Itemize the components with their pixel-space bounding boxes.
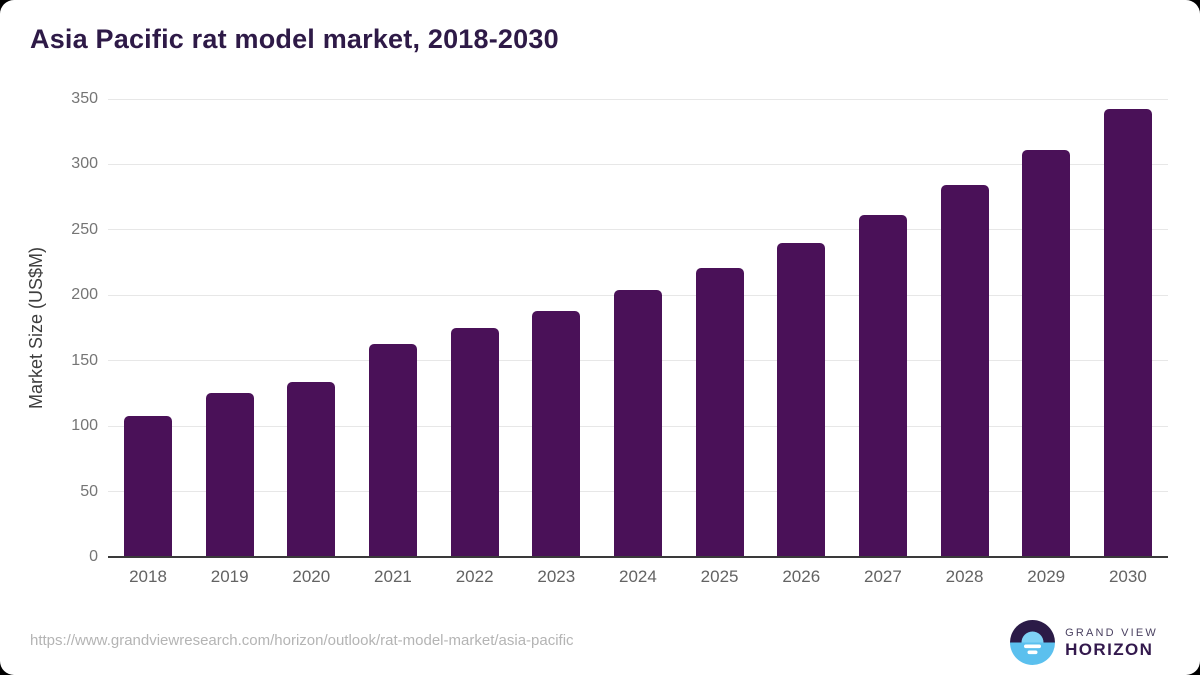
y-tick-label-300: 300	[71, 155, 98, 173]
bar-2028	[940, 185, 989, 557]
bar-2026	[777, 242, 826, 557]
x-tick-label-2023: 2023	[537, 567, 576, 586]
y-tick-label-0: 0	[89, 548, 98, 565]
logo-text: GRAND VIEW HORIZON	[1065, 626, 1158, 659]
y-tick-label-350: 350	[71, 90, 98, 107]
chart-title: Asia Pacific rat model market, 2018-2030	[30, 24, 559, 54]
y-axis-tick-labels: 0 50 100 150 200 250 300 350	[0, 90, 98, 565]
bar-2023	[532, 311, 581, 557]
grand-view-horizon-logo: GRAND VIEW HORIZON	[1010, 620, 1158, 665]
bar-2027	[858, 215, 907, 557]
x-tick-label-2024: 2024	[619, 567, 657, 586]
gridline-250	[108, 229, 1168, 231]
x-tick-label-2027: 2027	[863, 567, 902, 586]
bar-2018	[124, 415, 172, 557]
bar-2021	[368, 343, 417, 557]
bar-2025	[695, 267, 744, 557]
x-tick-label-2030: 2030	[1108, 567, 1147, 586]
bar-2019	[205, 393, 254, 557]
y-tick-label-100: 100	[71, 417, 98, 435]
y-tick-label-200: 200	[71, 286, 98, 304]
y-tick-label-150: 150	[71, 351, 98, 369]
x-axis-tick-labels: 2018 2019 2020 2021 2022 2023 2024 2025 2026 2027…	[108, 567, 1168, 587]
bar-2030	[1103, 109, 1152, 557]
bar-series	[108, 99, 1168, 557]
x-tick-label-2029: 2029	[1027, 567, 1066, 586]
x-axis-line	[108, 556, 1168, 558]
logo-brand-name: GRAND VIEW	[1065, 627, 1158, 639]
gridline-300	[108, 163, 1168, 165]
x-tick-label-2022: 2022	[455, 567, 494, 586]
logo-product-name: HORIZON	[1065, 640, 1154, 659]
bar-2024	[613, 290, 662, 557]
horizon-sun-icon	[1010, 620, 1056, 665]
source-url: https://www.grandviewresearch.com/horizo…	[30, 632, 574, 649]
y-tick-label-250: 250	[71, 220, 98, 238]
gridline-350	[108, 98, 1168, 100]
bar-2020	[287, 381, 336, 557]
x-tick-label-2025: 2025	[700, 567, 739, 586]
x-tick-label-2020: 2020	[292, 567, 331, 586]
y-tick-label-50: 50	[80, 482, 98, 500]
x-tick-label-2021: 2021	[374, 567, 412, 586]
plot-area	[108, 98, 1168, 558]
x-tick-label-2028: 2028	[945, 567, 984, 586]
bar-2029	[1022, 150, 1071, 557]
x-tick-label-2019: 2019	[210, 567, 249, 586]
x-tick-label-2018: 2018	[129, 567, 167, 586]
bar-2022	[450, 328, 499, 557]
x-tick-label-2026: 2026	[782, 567, 821, 586]
